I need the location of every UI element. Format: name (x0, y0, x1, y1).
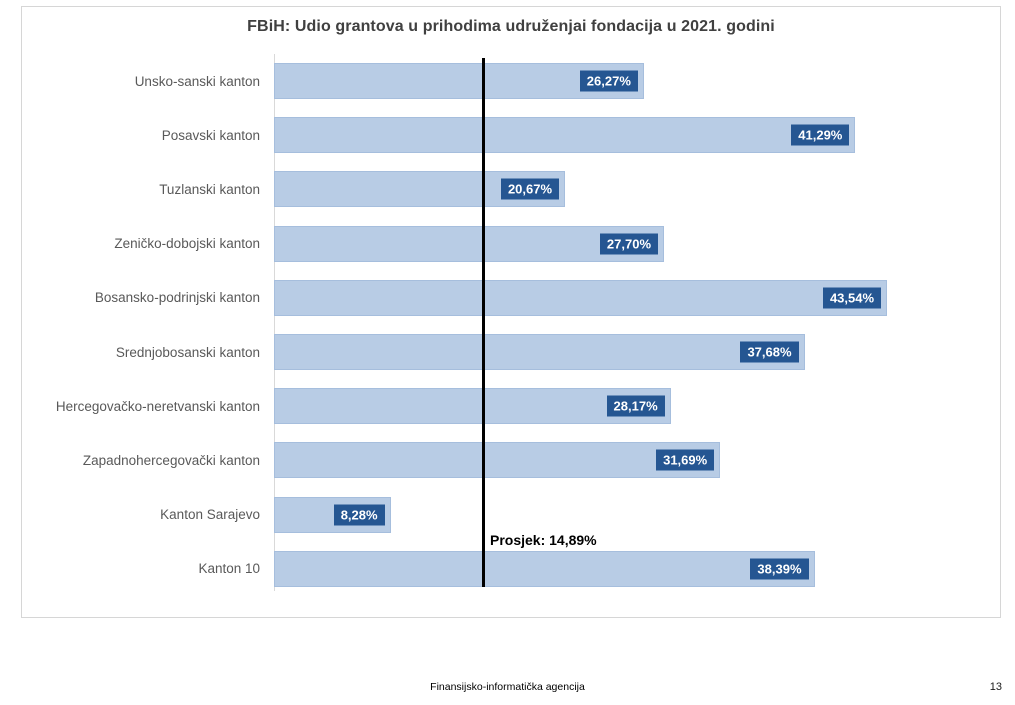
category-label: Kanton Sarajevo (160, 507, 260, 523)
bar: 31,69% (274, 442, 721, 479)
value-label: 41,29% (791, 124, 850, 146)
value-label: 43,54% (822, 287, 882, 309)
bar-track: 26,27% (274, 63, 978, 100)
average-label: Prosjek: 14,89% (490, 532, 597, 548)
bar: 38,39% (274, 550, 815, 587)
bar: 27,70% (274, 225, 665, 262)
category-label: Zeničko-dobojski kanton (114, 236, 260, 252)
category-label: Bosansko-podrinjski kanton (94, 290, 260, 306)
category-label: Hercegovačko-neretvanski kanton (55, 398, 260, 414)
page-number: 13 (989, 681, 1002, 693)
value-label: 31,69% (656, 449, 715, 471)
category-label: Tuzlanski kanton (159, 181, 260, 197)
bar-row: Bosansko-podrinjski kanton 43,54% (22, 271, 978, 325)
bar-rows: Unsko-sanski kanton 26,27% Posavski kanton… (22, 54, 978, 596)
bar-row: Kanton 10 38,39% (22, 542, 978, 596)
value-label: 37,68% (740, 341, 799, 363)
category-label: Zapadnohercegovački kanton (82, 452, 260, 468)
bar-row: Zapadnohercegovački kanton 31,69% (22, 433, 978, 487)
bar: 41,29% (274, 117, 856, 154)
y-axis-line (274, 54, 275, 591)
bar: 43,54% (274, 279, 888, 316)
bar-row: Tuzlanski kanton 20,67% (22, 162, 978, 216)
bar-track: 8,28% (274, 496, 978, 533)
bar-track: 20,67% (274, 171, 978, 208)
chart-frame: FBiH: Udio grantova u prihodima udruženj… (21, 6, 1001, 618)
value-label: 26,27% (579, 70, 638, 92)
bar-row: Posavski kanton 41,29% (22, 108, 978, 162)
bar-row: Srednjobosanski kanton 37,68% (22, 325, 978, 379)
category-label: Kanton 10 (198, 561, 260, 577)
bar-row: Hercegovačko-neretvanski kanton 28,17% (22, 379, 978, 433)
bar: 28,17% (274, 388, 671, 425)
bar: 8,28% (274, 496, 391, 533)
bar: 26,27% (274, 63, 644, 100)
bar-track: 37,68% (274, 334, 978, 371)
bar-row: Unsko-sanski kanton 26,27% (22, 54, 978, 108)
bar-track: 28,17% (274, 388, 978, 425)
bar-track: 41,29% (274, 117, 978, 154)
category-label: Unsko-sanski kanton (134, 73, 260, 89)
bar: 20,67% (274, 171, 566, 208)
category-label: Srednjobosanski kanton (115, 344, 260, 360)
value-label: 20,67% (500, 178, 560, 200)
bar: 37,68% (274, 334, 805, 371)
bar-row: Zeničko-dobojski kanton 27,70% (22, 217, 978, 271)
value-label: 27,70% (599, 233, 659, 255)
value-label: 38,39% (750, 558, 809, 580)
footer-agency: Finansijsko-informatička agencija (430, 681, 585, 693)
bar-track: 38,39% (274, 550, 978, 587)
category-label: Posavski kanton (161, 127, 260, 143)
value-label: 8,28% (333, 504, 385, 526)
bar-row: Kanton Sarajevo 8,28% (22, 488, 978, 542)
bar-track: 43,54% (274, 279, 978, 316)
value-label: 28,17% (606, 395, 665, 417)
bar-track: 27,70% (274, 225, 978, 262)
average-line (482, 58, 485, 587)
bar-track: 31,69% (274, 442, 978, 479)
chart-title: FBiH: Udio grantova u prihodima udruženj… (247, 18, 775, 35)
